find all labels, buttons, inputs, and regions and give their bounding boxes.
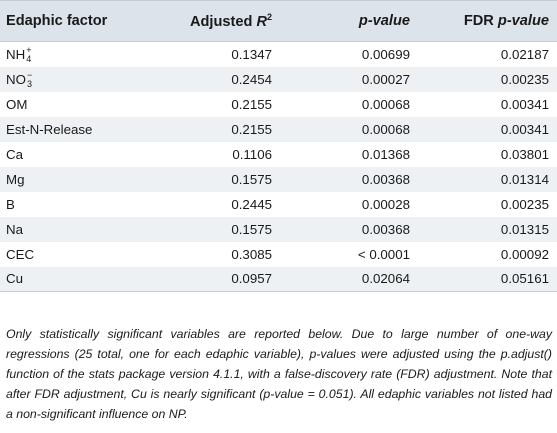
row-fdr-p-value: 0.00235	[500, 71, 549, 87]
chem-charge: −	[26, 70, 33, 80]
table-row: CEC 0.3085 < 0.0001 0.00092	[0, 242, 557, 267]
row-factor: NO − 3	[0, 67, 145, 92]
chem-base: NO	[6, 71, 26, 87]
row-adjusted-r2: 0.2155	[231, 121, 272, 137]
table-row: Cu 0.0957 0.02064 0.05161	[0, 266, 557, 292]
chem-base: NH	[6, 46, 26, 62]
table-body: NH + 4 0.1347 0.00699 0.02187 NO	[0, 42, 557, 292]
chem-formula: NH + 4	[6, 45, 31, 64]
table-row: NH + 4 0.1347 0.00699 0.02187	[0, 42, 557, 67]
row-p-value: < 0.0001	[357, 246, 410, 262]
row-p-value: 0.00068	[361, 121, 410, 137]
table-row: Est-N-Release 0.2155 0.00068 0.00341	[0, 116, 557, 142]
header-fdr-p-value: FDR p-value	[418, 0, 557, 42]
header-adjusted-r2-base: Adjusted	[189, 13, 257, 30]
row-fdr-p-value: 0.00092	[500, 246, 549, 262]
row-adjusted-r2: 0.1347	[231, 46, 272, 62]
row-p-value: 0.00699	[361, 46, 410, 62]
row-p-value: 0.00368	[361, 171, 410, 187]
row-p-value: 0.00028	[361, 196, 410, 212]
chem-subscript: 4	[26, 54, 32, 65]
row-factor: OM	[6, 96, 28, 112]
chem-subscript: 3	[26, 79, 32, 89]
row-factor: Cu	[0, 266, 145, 292]
header-fdr-p-text: p-value	[497, 13, 549, 29]
header-adjusted-r2: Adjusted R2	[145, 0, 280, 42]
row-fdr-p-value: 0.02187	[500, 46, 549, 62]
row-adjusted-r2: 0.2155	[231, 96, 272, 112]
row-p-value: 0.00027	[361, 71, 410, 87]
table-row: NO − 3 0.2454 0.00027 0.00235	[0, 66, 557, 92]
row-factor: CEC	[6, 246, 35, 262]
row-fdr-p-value: 0.00341	[500, 96, 549, 112]
row-factor: Est-N-Release	[6, 121, 93, 137]
row-adjusted-r2: 0.0957	[145, 266, 280, 292]
header-adjusted-r2-sup: 2	[266, 12, 272, 23]
results-table-container: Edaphic factor Adjusted R2 p-value FDR p…	[0, 0, 557, 292]
row-fdr-p-value: 0.03801	[500, 146, 549, 162]
row-p-value: 0.02064	[280, 266, 418, 292]
chem-charge: +	[26, 45, 32, 56]
row-factor: Ca	[6, 146, 23, 162]
row-adjusted-r2: 0.1575	[231, 221, 272, 237]
chem-ion: + 4	[26, 46, 31, 64]
chem-formula: NO − 3	[6, 70, 32, 89]
table-header: Edaphic factor Adjusted R2 p-value FDR p…	[0, 0, 557, 42]
header-p-value: p-value	[280, 0, 418, 42]
table-row: Na 0.1575 0.00368 0.01315	[0, 216, 557, 242]
row-factor: Na	[6, 221, 23, 237]
table-row: Mg 0.1575 0.00368 0.01314	[0, 166, 557, 192]
row-fdr-p-value: 0.05161	[418, 266, 557, 292]
row-fdr-p-value: 0.01315	[500, 221, 549, 237]
header-row: Edaphic factor Adjusted R2 p-value FDR p…	[0, 0, 557, 42]
chem-ion: − 3	[27, 71, 32, 89]
row-p-value: 0.00068	[361, 96, 410, 112]
row-adjusted-r2: 0.2454	[231, 71, 272, 87]
header-adjusted-r2-r: R	[256, 13, 267, 30]
row-factor: Mg	[6, 171, 25, 187]
row-adjusted-r2: 0.1106	[232, 146, 272, 162]
row-adjusted-r2: 0.1575	[231, 171, 272, 187]
header-edaphic-factor: Edaphic factor	[0, 0, 145, 42]
table-footnote: Only statistically significant variables…	[6, 327, 552, 422]
table-row: B 0.2445 0.00028 0.00235	[0, 192, 557, 217]
table-row: Ca 0.1106 0.01368 0.03801	[0, 142, 557, 167]
row-fdr-p-value: 0.00341	[500, 121, 549, 137]
row-p-value: 0.00368	[361, 221, 410, 237]
row-factor: NH + 4	[0, 42, 145, 67]
row-adjusted-r2: 0.2445	[231, 196, 272, 212]
row-p-value: 0.01368	[361, 146, 410, 162]
table-row: OM 0.2155 0.00068 0.00341	[0, 92, 557, 117]
row-adjusted-r2: 0.3085	[231, 246, 272, 262]
regression-results-table: Edaphic factor Adjusted R2 p-value FDR p…	[0, 0, 557, 292]
row-fdr-p-value: 0.00235	[500, 196, 549, 212]
header-fdr-prefix: FDR	[463, 13, 498, 29]
row-factor: B	[6, 196, 15, 212]
header-p-value-text: p-value	[358, 13, 410, 29]
row-fdr-p-value: 0.01314	[500, 171, 549, 187]
